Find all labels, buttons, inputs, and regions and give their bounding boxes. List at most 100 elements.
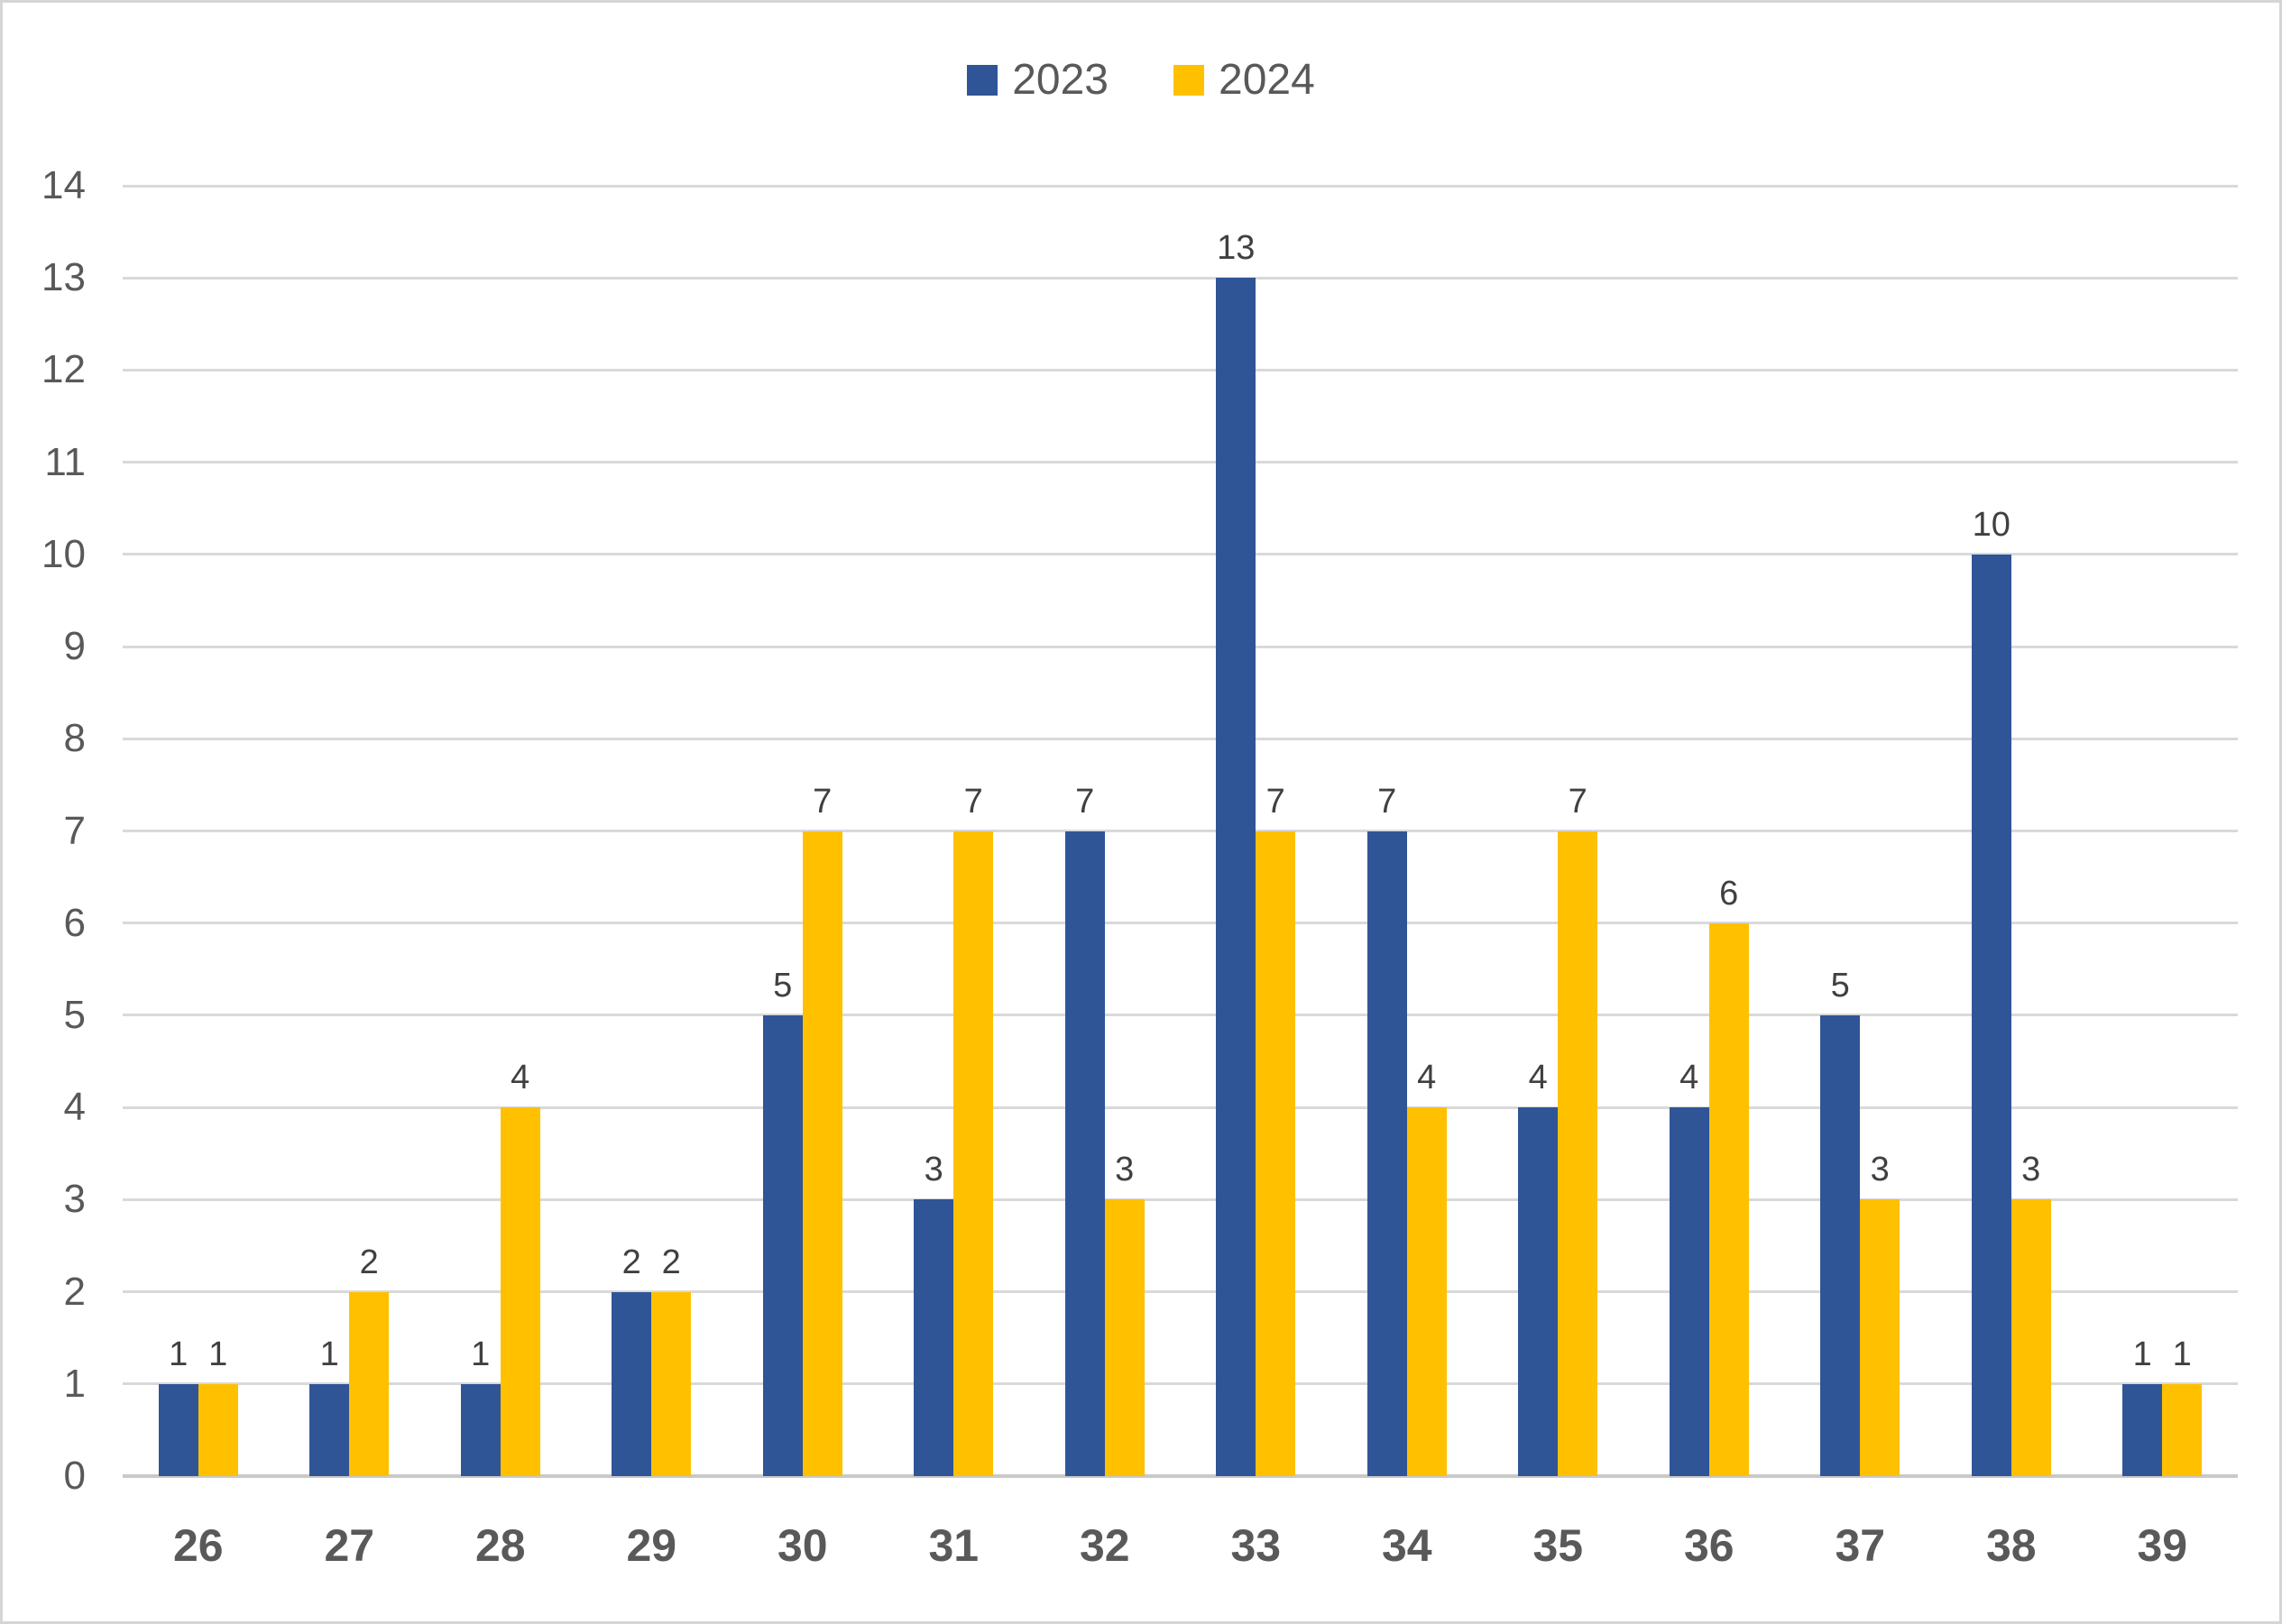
data-label-2024-26: 1 xyxy=(208,1335,228,1373)
bar-2023-27 xyxy=(309,1383,350,1476)
bar-2024-32 xyxy=(1104,1199,1145,1476)
data-label-2024-27: 2 xyxy=(359,1243,379,1281)
x-axis: 26 27 28 29 30 31 32 33 34 35 36 37 38 39 xyxy=(123,1514,2238,1577)
data-label-2024-32: 3 xyxy=(1115,1151,1135,1189)
bar-2024-39 xyxy=(2162,1383,2203,1476)
bar-2023-28 xyxy=(460,1383,501,1476)
bar-2024-33 xyxy=(1256,830,1296,1476)
gridline-y7 xyxy=(123,830,2238,832)
gridline-y9 xyxy=(123,645,2238,648)
gridline-y3 xyxy=(123,1197,2238,1201)
y-tick-label-14: 14 xyxy=(41,163,86,207)
legend-swatch-2023 xyxy=(967,65,998,96)
gridline-y14 xyxy=(123,184,2238,188)
data-label-2023-35: 4 xyxy=(1528,1059,1548,1097)
data-label-2023-37: 5 xyxy=(1830,966,1850,1005)
bar-2024-28 xyxy=(500,1107,540,1476)
data-label-2023-29: 2 xyxy=(621,1243,641,1281)
data-label-2024-28: 4 xyxy=(511,1059,530,1097)
bar-2024-38 xyxy=(2011,1199,2051,1476)
bar-2023-39 xyxy=(2122,1383,2163,1476)
data-label-2023-26: 1 xyxy=(169,1335,189,1373)
data-label-2023-32: 7 xyxy=(1075,782,1095,821)
x-axis-line xyxy=(123,1474,2238,1478)
gridline-y8 xyxy=(123,737,2238,740)
bar-2023-31 xyxy=(914,1199,954,1476)
bar-2024-37 xyxy=(1860,1199,1900,1476)
bar-2024-30 xyxy=(802,830,842,1476)
data-label-2024-39: 1 xyxy=(2172,1335,2192,1373)
chart-legend: 2023 2024 xyxy=(3,59,2279,102)
data-label-2023-27: 1 xyxy=(319,1335,339,1373)
y-tick-label-10: 10 xyxy=(41,531,86,576)
data-label-2024-30: 7 xyxy=(813,782,833,821)
bar-2024-34 xyxy=(1406,1107,1447,1476)
data-label-2023-31: 3 xyxy=(924,1151,943,1189)
data-label-2024-34: 4 xyxy=(1417,1059,1437,1097)
bar-2024-31 xyxy=(953,830,994,1476)
bar-2023-38 xyxy=(1971,554,2011,1476)
x-tick-label-32: 32 xyxy=(1079,1520,1130,1571)
data-label-2023-36: 4 xyxy=(1679,1059,1699,1097)
x-tick-label-30: 30 xyxy=(777,1520,828,1571)
x-tick-label-39: 39 xyxy=(2137,1520,2188,1571)
bar-2024-35 xyxy=(1558,830,1598,1476)
legend-item-2023: 2023 xyxy=(967,59,1109,102)
y-tick-label-7: 7 xyxy=(63,808,86,853)
x-tick-label-26: 26 xyxy=(172,1520,224,1571)
data-label-2024-38: 3 xyxy=(2021,1151,2041,1189)
gridline-y2 xyxy=(123,1290,2238,1294)
y-tick-label-12: 12 xyxy=(41,347,86,392)
data-label-2023-39: 1 xyxy=(2132,1335,2152,1373)
y-tick-label-3: 3 xyxy=(63,1177,86,1222)
x-tick-label-38: 38 xyxy=(1985,1520,2037,1571)
x-tick-label-37: 37 xyxy=(1835,1520,1886,1571)
plot-area: 1 1 1 2 1 4 2 2 5 7 3 7 7 3 13 7 7 4 4 7 4 6 5 3 10 3 1 1 xyxy=(123,184,2238,1478)
bar-2023-26 xyxy=(158,1383,198,1476)
x-tick-label-29: 29 xyxy=(626,1520,677,1571)
gridline-y13 xyxy=(123,276,2238,280)
legend-swatch-2024 xyxy=(1173,65,1204,96)
bar-2023-35 xyxy=(1518,1107,1559,1476)
gridline-y1 xyxy=(123,1382,2238,1386)
data-label-2024-33: 7 xyxy=(1265,782,1285,821)
y-tick-label-0: 0 xyxy=(63,1454,86,1498)
bar-2023-30 xyxy=(762,1014,803,1476)
y-tick-label-13: 13 xyxy=(41,255,86,300)
bar-2024-29 xyxy=(651,1291,692,1476)
gridline-y11 xyxy=(123,461,2238,464)
y-axis: 0 1 2 3 4 5 6 7 8 9 10 11 12 13 14 xyxy=(3,166,86,1496)
gridline-y12 xyxy=(123,368,2238,372)
bar-2024-36 xyxy=(1708,922,1749,1476)
data-label-2024-31: 7 xyxy=(963,782,983,821)
bar-2023-32 xyxy=(1064,830,1105,1476)
x-tick-label-36: 36 xyxy=(1683,1520,1735,1571)
data-label-2024-36: 6 xyxy=(1719,874,1739,913)
y-tick-label-2: 2 xyxy=(63,1269,86,1314)
y-tick-label-1: 1 xyxy=(63,1361,86,1406)
x-tick-label-33: 33 xyxy=(1230,1520,1282,1571)
y-tick-label-8: 8 xyxy=(63,716,86,761)
legend-item-2024: 2024 xyxy=(1173,59,1315,102)
x-tick-label-28: 28 xyxy=(474,1520,526,1571)
data-label-2023-34: 7 xyxy=(1377,782,1397,821)
legend-label-2023: 2023 xyxy=(1012,56,1109,104)
x-tick-label-34: 34 xyxy=(1381,1520,1432,1571)
legend-label-2024: 2024 xyxy=(1219,56,1315,104)
y-tick-label-4: 4 xyxy=(63,1085,86,1130)
data-label-2023-38: 10 xyxy=(1972,505,2011,544)
bar-2023-36 xyxy=(1669,1107,1709,1476)
gridline-y4 xyxy=(123,1106,2238,1109)
gridline-y6 xyxy=(123,922,2238,925)
data-label-2024-37: 3 xyxy=(1870,1151,1890,1189)
x-tick-label-27: 27 xyxy=(324,1520,375,1571)
bar-2024-26 xyxy=(198,1383,238,1476)
gridline-y5 xyxy=(123,1014,2238,1017)
data-label-2024-35: 7 xyxy=(1568,782,1587,821)
gridline-y10 xyxy=(123,553,2238,556)
data-label-2023-33: 13 xyxy=(1217,229,1256,268)
y-tick-label-9: 9 xyxy=(63,624,86,669)
bar-2023-29 xyxy=(612,1291,652,1476)
data-label-2023-28: 1 xyxy=(471,1335,491,1373)
